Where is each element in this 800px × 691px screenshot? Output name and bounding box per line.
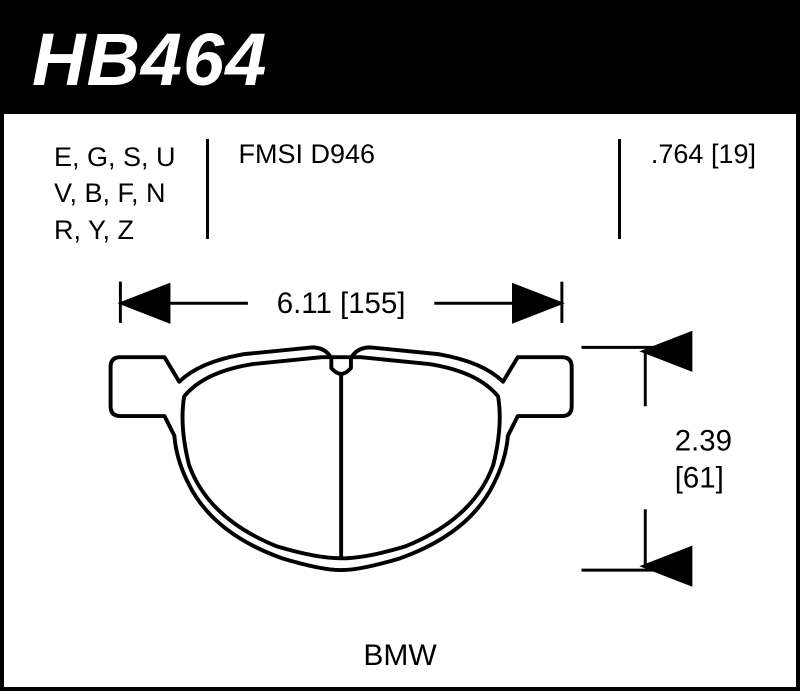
thickness-mm: [19] [711,139,756,169]
diagram-area: 6.11 [155] 2.39 [61] [4,264,796,627]
header-band: HB464 [4,4,796,114]
height-dimension: 2.39 [61] [582,347,732,570]
width-dimension: 6.11 [155] [120,282,561,323]
brand-label: BMW [4,639,796,673]
divider-2 [618,139,621,239]
width-label: 6.11 [155] [277,287,406,320]
brake-pad-diagram: 6.11 [155] 2.39 [61] [4,264,796,627]
brake-pad-shape [111,347,572,570]
thickness-dimension: .764 [19] [651,139,756,170]
codes-line-1: E, G, S, U [54,139,176,175]
spec-sheet: HB464 E, G, S, U V, B, F, N R, Y, Z FMSI… [0,0,800,691]
height-inches-label: 2.39 [675,424,732,457]
codes-line-3: R, Y, Z [54,212,176,248]
height-mm-label: [61] [675,462,724,495]
part-number: HB464 [32,17,267,102]
thickness-inches: .764 [651,139,704,169]
divider-1 [206,139,209,239]
codes-line-2: V, B, F, N [54,175,176,211]
info-row: E, G, S, U V, B, F, N R, Y, Z FMSI D946 … [4,139,796,248]
compound-codes: E, G, S, U V, B, F, N R, Y, Z [54,139,176,248]
fmsi-code: FMSI D946 [239,139,376,170]
